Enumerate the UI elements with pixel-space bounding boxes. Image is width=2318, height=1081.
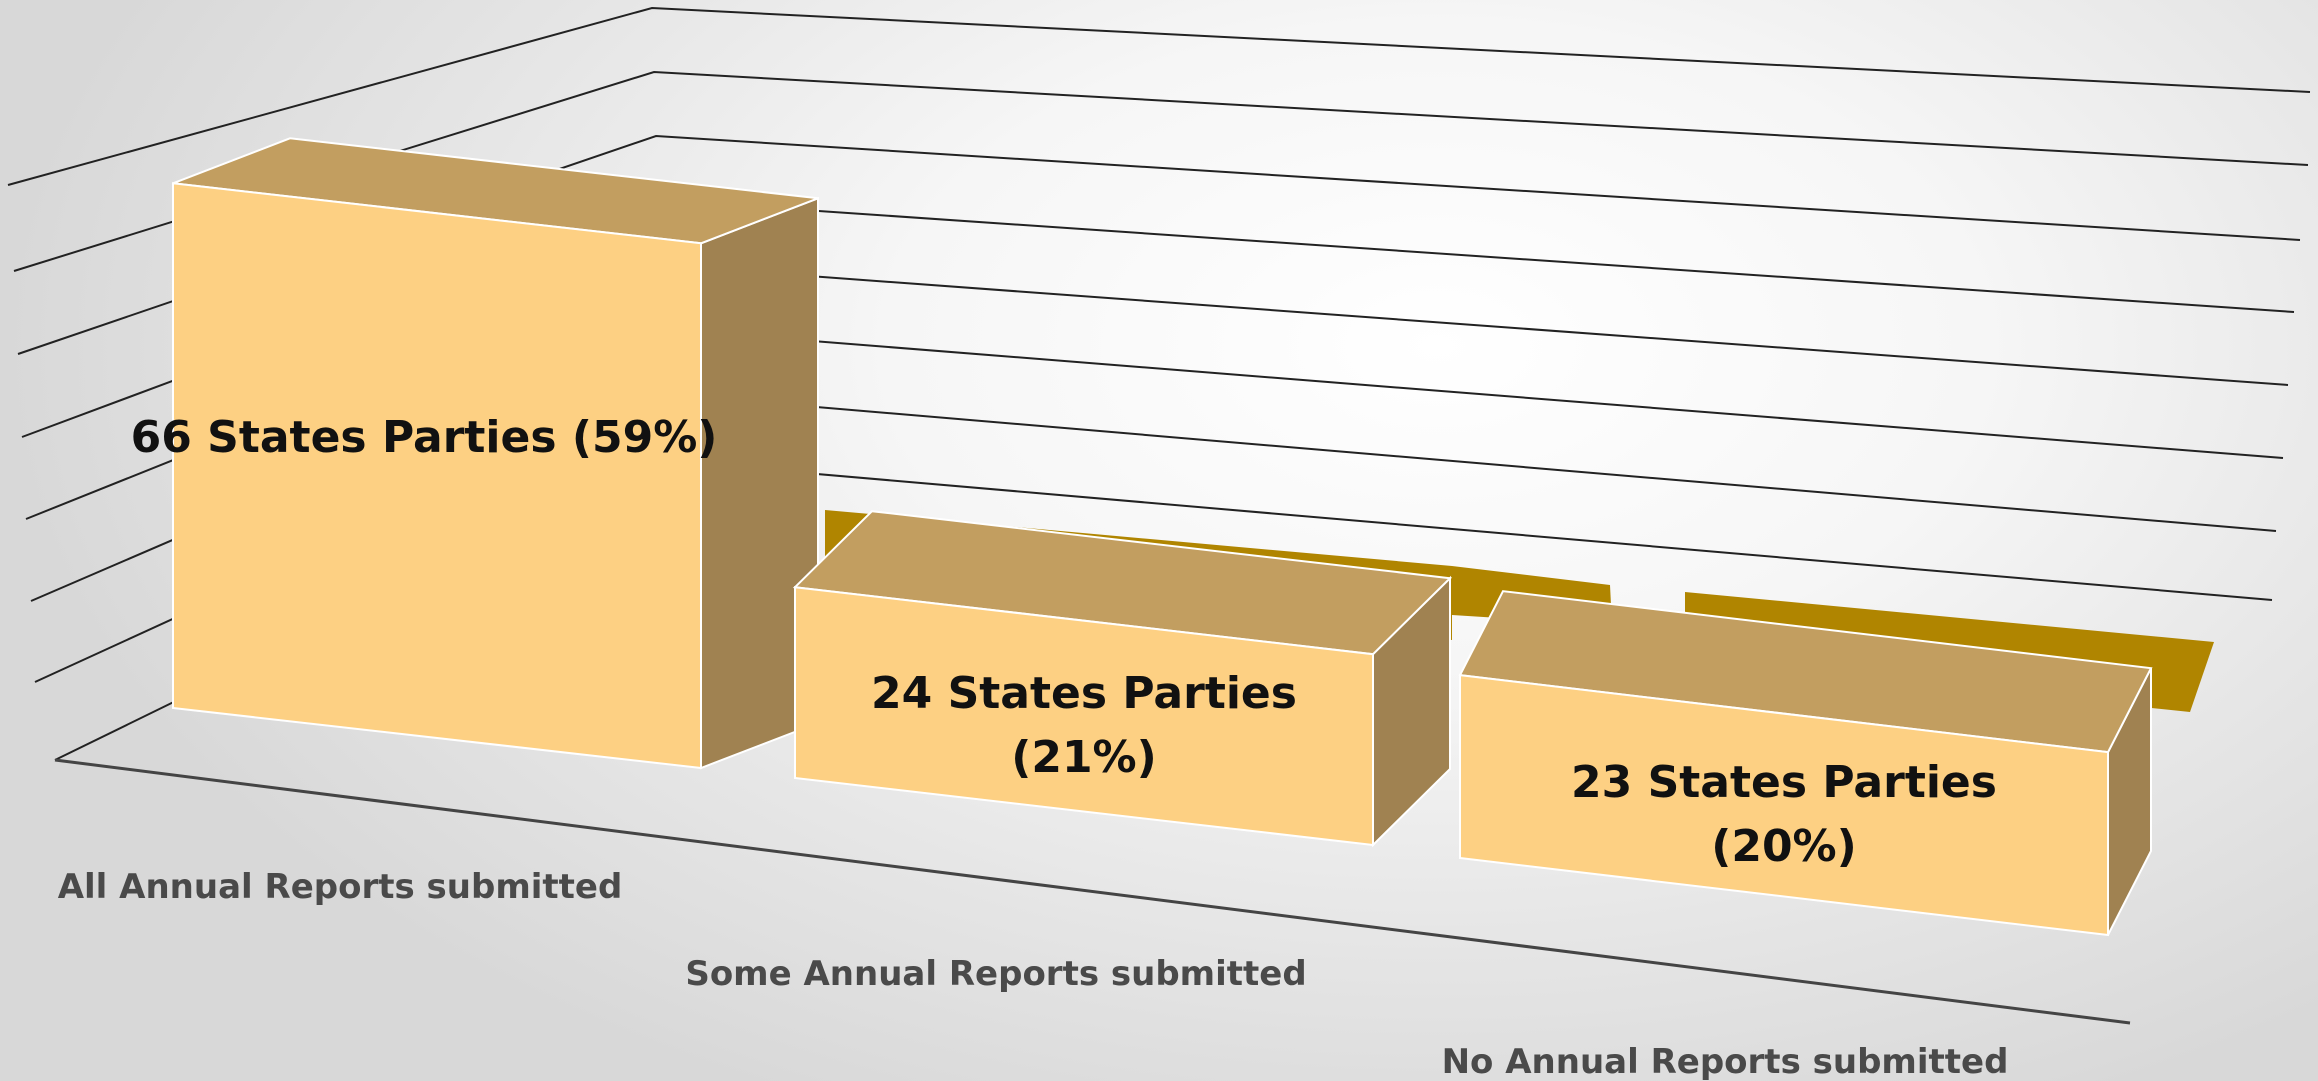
x-axis-line [54,758,2131,1025]
bars: 66 States Parties (59%) 24 States Parties… [131,137,2153,937]
data-label: 23 States Parties [1571,757,1997,808]
bar-front [172,182,702,770]
bar-front [1459,674,2109,937]
category-labels: All Annual Reports submitted Some Annual … [58,867,2009,1081]
bar: 24 States Parties (21%) [792,510,1453,848]
bar: 23 States Parties (20%) [1458,590,2153,937]
data-label: 24 States Parties [871,668,1297,719]
data-label: (20%) [1711,821,1857,872]
x-tick-label: Some Annual Reports submitted [685,954,1306,994]
data-label: 66 States Parties (59%) [131,412,718,463]
gridline [7,6,2311,186]
data-label: (21%) [1011,732,1157,783]
x-tick-label: All Annual Reports submitted [58,867,623,907]
bar-front [794,586,1374,847]
bar: 66 States Parties (59%) [131,137,819,770]
x-tick-label: No Annual Reports submitted [1442,1042,2009,1081]
